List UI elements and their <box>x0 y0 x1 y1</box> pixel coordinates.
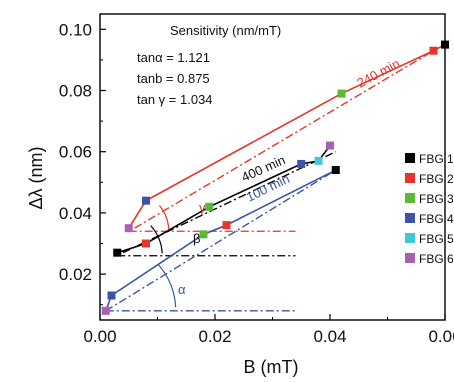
angle-label-alpha: α <box>178 282 186 297</box>
angle-arc-3 <box>157 263 177 308</box>
sensitivity-line-b: tanb = 0.875 <box>137 71 210 86</box>
legend-swatch <box>405 153 415 163</box>
y-tick-label: 0.08 <box>59 82 92 101</box>
series-1-point <box>124 224 133 233</box>
legend-swatch <box>405 193 415 203</box>
series-1-point <box>429 46 438 55</box>
legend-label: FBG 6 <box>419 252 454 266</box>
angle-label-beta: β <box>193 231 200 246</box>
legend-label: FBG 3 <box>419 192 454 206</box>
fit-line-1 <box>134 50 434 229</box>
sensitivity-heading: Sensitivity (nm/mT) <box>170 23 281 38</box>
angle-arc-2 <box>150 225 163 254</box>
series-2-point <box>297 159 306 168</box>
legend-item: FBG 1 <box>405 152 454 166</box>
legend-item: FBG 5 <box>405 232 454 246</box>
legend-item: FBG 2 <box>405 172 454 186</box>
series-2-point <box>205 202 214 211</box>
y-tick-label: 0.10 <box>59 20 92 39</box>
y-tick-label: 0.04 <box>59 204 92 223</box>
legend-item: FBG 4 <box>405 212 454 226</box>
legend-item: FBG 3 <box>405 192 454 206</box>
sensitivity-line-gamma: tan γ = 1.034 <box>137 92 213 107</box>
legend-label: FBG 5 <box>419 232 454 246</box>
fit-line-3 <box>105 169 337 312</box>
y-axis-title: Δλ (nm) <box>26 146 46 209</box>
series-3-point <box>107 291 116 300</box>
legend-label: FBG 2 <box>419 172 454 186</box>
x-tick-label: 0.02 <box>198 327 231 346</box>
angle-arc-1 <box>158 205 170 230</box>
legend-item: FBG 6 <box>405 252 454 266</box>
series-3-point <box>101 306 110 315</box>
legend-swatch <box>405 173 415 183</box>
plot-layer <box>101 40 449 315</box>
series-3-point <box>331 166 340 175</box>
legend-label: FBG 1 <box>419 152 454 166</box>
legend-label: FBG 4 <box>419 212 454 226</box>
legend-swatch <box>405 233 415 243</box>
legend-swatch <box>405 253 415 263</box>
series-3-point <box>222 221 231 230</box>
series-3-point <box>199 230 208 239</box>
angle-label-gamma: γ <box>199 200 206 215</box>
x-axis-title: B (mT) <box>244 357 299 377</box>
series-1-point <box>337 89 346 98</box>
series-1-point <box>142 196 150 205</box>
x-tick-label: 0.06 <box>428 327 454 346</box>
x-tick-label: 0.04 <box>313 327 346 346</box>
y-tick-label: 0.06 <box>59 143 92 162</box>
series-2-point <box>314 156 323 165</box>
series-2-point <box>113 248 122 257</box>
legend-swatch <box>405 213 415 223</box>
y-tick-label: 0.02 <box>59 265 92 284</box>
ticks-layer: 0.00 0.02 0.04 0.06 0.02 0.04 0.06 0.08 0.10 <box>59 20 454 346</box>
sensitivity-line-alpha: tanα = 1.121 <box>137 50 210 65</box>
legend: FBG 1 FBG 2 FBG 3 FBG 4 FBG 5 FBG 6 <box>405 152 454 266</box>
x-tick-label: 0.00 <box>83 327 116 346</box>
series-2-point <box>326 141 334 150</box>
series-2-point <box>142 239 150 248</box>
